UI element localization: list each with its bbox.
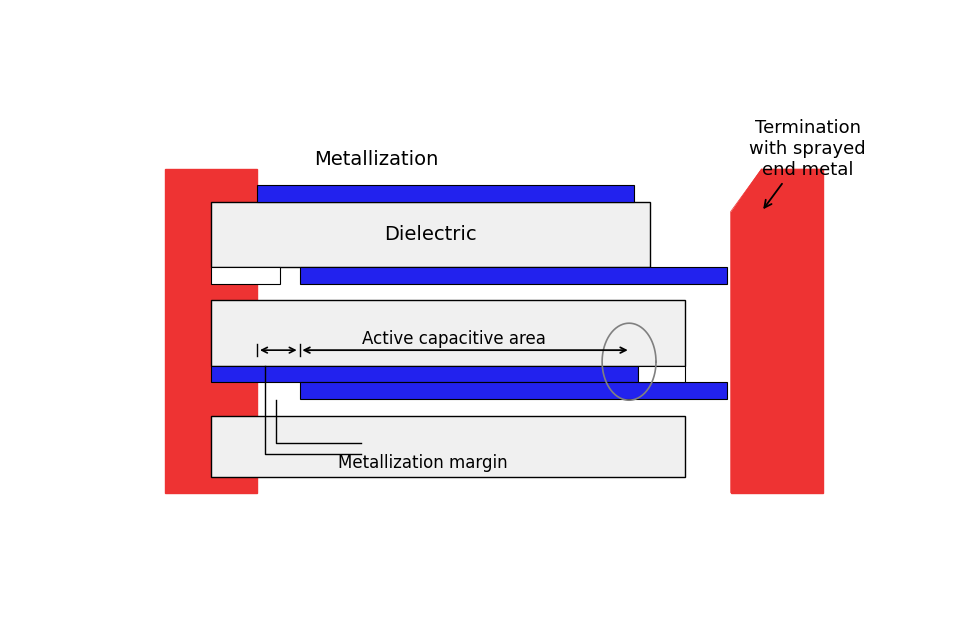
Text: Metallization margin: Metallization margin <box>338 454 508 472</box>
Bar <box>211 365 638 383</box>
Bar <box>211 267 280 284</box>
Bar <box>257 184 635 202</box>
Text: Dielectric: Dielectric <box>384 225 477 244</box>
Bar <box>300 267 727 284</box>
Bar <box>638 365 684 383</box>
Text: Active capacitive area: Active capacitive area <box>362 330 545 348</box>
Bar <box>165 169 257 493</box>
Text: Metallization: Metallization <box>314 150 439 169</box>
Bar <box>300 383 727 399</box>
Bar <box>211 300 684 365</box>
Text: Termination
with sprayed
end metal: Termination with sprayed end metal <box>750 119 866 208</box>
Polygon shape <box>731 169 823 493</box>
Bar <box>211 202 650 267</box>
Bar <box>211 415 684 477</box>
